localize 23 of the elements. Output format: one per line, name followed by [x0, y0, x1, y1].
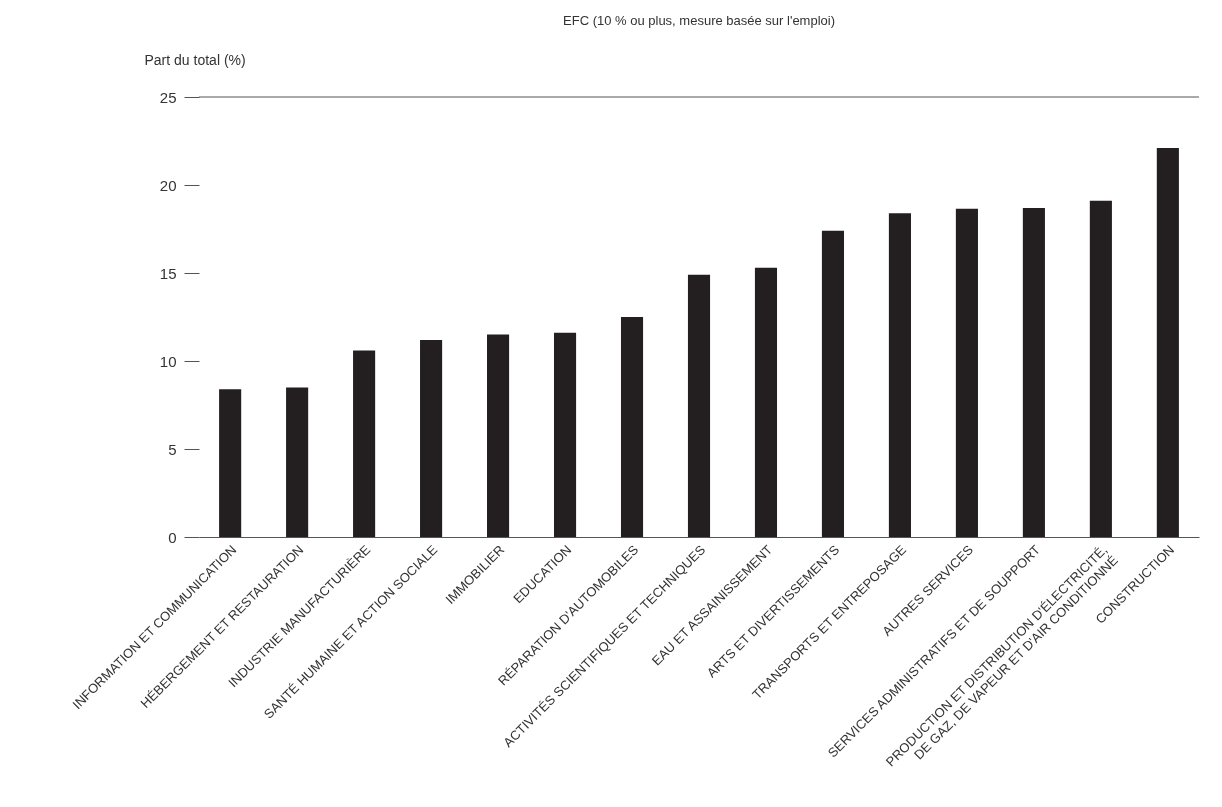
bar — [286, 387, 309, 537]
bar — [1156, 148, 1179, 537]
y-tick-label: 5 — [168, 440, 177, 458]
y-axis-title: Part du total (%) — [144, 51, 246, 68]
chart-title: EFC (10 % ou plus, mesure basée sur l'emploi) — [563, 13, 835, 28]
bar — [487, 334, 510, 537]
y-tick-label: 20 — [159, 176, 177, 194]
y-tick-label: 10 — [159, 352, 177, 370]
bar — [1089, 200, 1112, 537]
bar — [888, 213, 911, 537]
bar — [1022, 207, 1045, 537]
bar — [955, 208, 978, 537]
bar — [754, 267, 778, 537]
bar — [353, 350, 376, 537]
bar — [687, 274, 711, 537]
bar — [821, 230, 845, 537]
bar — [420, 339, 443, 537]
bar — [553, 332, 577, 537]
bar — [620, 317, 644, 537]
y-tick-label: 0 — [168, 528, 177, 546]
bar — [219, 389, 242, 537]
y-tick-label: 15 — [159, 264, 177, 282]
y-tick-label: 25 — [159, 88, 177, 106]
